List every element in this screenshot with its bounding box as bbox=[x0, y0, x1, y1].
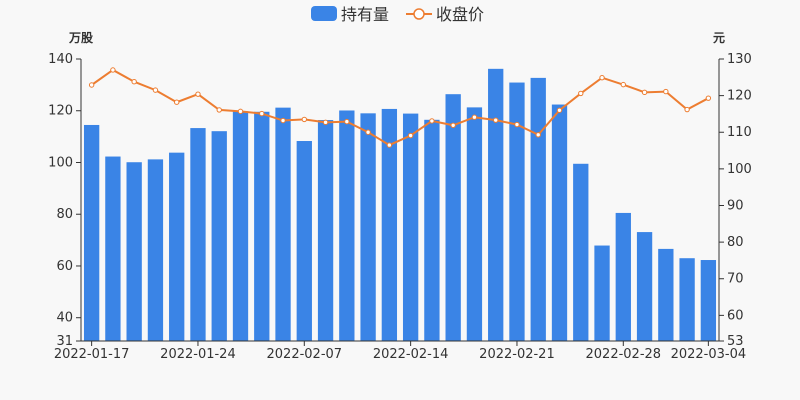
price-line bbox=[91, 68, 709, 147]
legend-line-marker bbox=[413, 8, 425, 20]
bar bbox=[658, 248, 674, 341]
y-left-unit: 万股 bbox=[68, 30, 94, 45]
price-point bbox=[514, 121, 520, 128]
y-right-tick-label: 60 bbox=[727, 308, 744, 323]
bar bbox=[488, 68, 504, 342]
x-tick-label: 2022-02-14 bbox=[373, 347, 449, 362]
legend-bar-swatch bbox=[311, 6, 337, 21]
x-tick-label: 2022-02-07 bbox=[267, 347, 343, 362]
y-right-tick-label: 110 bbox=[727, 125, 752, 140]
y-left-tick-label: 60 bbox=[56, 259, 73, 274]
bar bbox=[636, 232, 653, 341]
price-point bbox=[493, 117, 499, 123]
price-point bbox=[280, 117, 286, 124]
x-tick-label: 2022-02-28 bbox=[586, 347, 662, 362]
price-point bbox=[344, 118, 350, 125]
axes: 31 40 60 80 100 120 140 53 60 70 80 90 100 110 120 130 2… bbox=[48, 52, 752, 362]
price-point bbox=[556, 107, 563, 113]
bar bbox=[445, 94, 461, 341]
bar bbox=[509, 82, 525, 341]
price-point bbox=[174, 99, 180, 105]
y-left-tick-label: 80 bbox=[56, 207, 73, 222]
price-point bbox=[322, 119, 329, 126]
bar bbox=[254, 111, 270, 341]
bar bbox=[211, 131, 227, 341]
bar bbox=[700, 260, 717, 341]
price-point bbox=[131, 79, 137, 85]
x-tick-label: 2022-03-04 bbox=[671, 347, 747, 362]
price-point bbox=[450, 122, 456, 128]
y-left-tick-label: 40 bbox=[56, 311, 73, 326]
bar bbox=[424, 119, 440, 342]
y-left-tick-label: 100 bbox=[48, 155, 73, 170]
bar bbox=[402, 113, 419, 341]
bar bbox=[679, 258, 695, 341]
legend: 持有量 收盘价 bbox=[311, 5, 484, 24]
y-left-tick-label: 140 bbox=[48, 52, 73, 67]
price-point bbox=[471, 114, 478, 120]
price-point bbox=[195, 91, 201, 97]
x-tick-label: 2022-01-17 bbox=[54, 347, 130, 362]
y-right-tick-label: 120 bbox=[727, 89, 752, 104]
price-point bbox=[705, 95, 712, 101]
bar bbox=[275, 107, 291, 341]
bar-series bbox=[83, 68, 717, 342]
bar bbox=[190, 128, 206, 341]
price-point bbox=[684, 106, 690, 113]
x-tick-label: 2022-02-21 bbox=[479, 347, 555, 362]
price-point bbox=[237, 108, 244, 115]
price-point bbox=[429, 118, 435, 124]
y-left-tick-label: 31 bbox=[56, 334, 73, 349]
price-point bbox=[641, 89, 648, 96]
bar bbox=[147, 159, 164, 341]
bar bbox=[573, 163, 589, 341]
price-point bbox=[407, 132, 414, 139]
price-point bbox=[301, 116, 307, 123]
axis-units: 万股 元 bbox=[68, 30, 725, 45]
legend-line-label: 收盘价 bbox=[436, 5, 484, 24]
bar bbox=[381, 108, 398, 341]
price-point bbox=[535, 132, 541, 138]
y-right-tick-label: 53 bbox=[727, 334, 744, 349]
x-tick-label: 2022-01-24 bbox=[160, 347, 236, 362]
bar bbox=[615, 212, 631, 341]
y-right-unit: 元 bbox=[713, 31, 725, 45]
price-point bbox=[620, 81, 626, 88]
legend-bar-label: 持有量 bbox=[341, 5, 389, 24]
price-point bbox=[88, 82, 95, 88]
y-right-tick-label: 130 bbox=[727, 52, 752, 67]
bar bbox=[232, 111, 249, 341]
y-right-tick-label: 70 bbox=[727, 272, 744, 287]
y-left-tick-label: 120 bbox=[48, 104, 73, 119]
bar bbox=[317, 120, 334, 341]
bar bbox=[339, 110, 355, 341]
bar bbox=[466, 107, 483, 341]
y-right-tick-label: 100 bbox=[727, 162, 752, 177]
bar bbox=[169, 152, 185, 341]
price-point bbox=[599, 74, 605, 81]
price-point bbox=[365, 129, 371, 135]
bar bbox=[360, 113, 376, 341]
y-right-tick-label: 90 bbox=[727, 198, 744, 213]
bar bbox=[83, 124, 100, 342]
bar bbox=[530, 77, 546, 342]
price-point bbox=[216, 107, 222, 113]
bar bbox=[105, 156, 121, 341]
bar bbox=[296, 141, 312, 341]
price-point bbox=[259, 110, 265, 117]
bar bbox=[126, 162, 142, 341]
y-right-tick-label: 80 bbox=[727, 235, 744, 250]
price-point bbox=[110, 67, 116, 73]
price-point bbox=[152, 87, 159, 93]
price-point bbox=[386, 142, 393, 148]
price-point bbox=[663, 88, 669, 95]
price-point bbox=[578, 90, 584, 97]
bar bbox=[551, 104, 568, 342]
line-series bbox=[88, 67, 712, 148]
bar bbox=[594, 245, 610, 341]
